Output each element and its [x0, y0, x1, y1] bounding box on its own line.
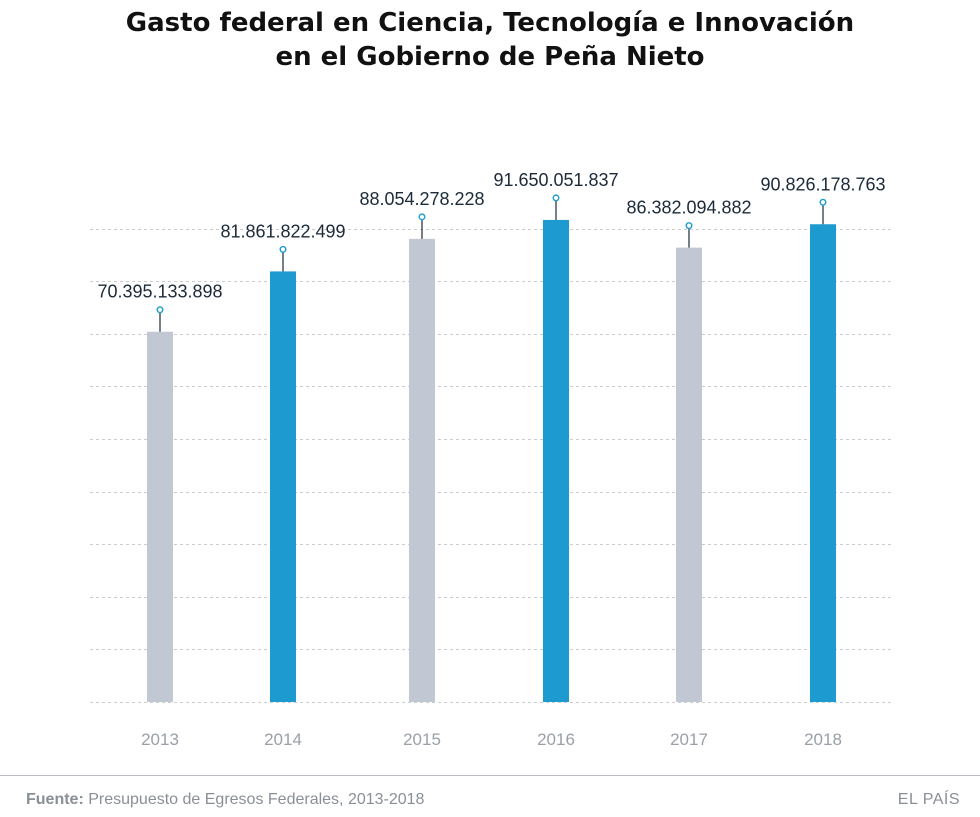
x-tick-label: 2013: [141, 730, 179, 749]
value-label: 81.861.822.499: [220, 221, 345, 241]
x-tick-label: 2016: [537, 730, 575, 749]
leader-dot: [156, 306, 164, 314]
bar-2013: [147, 331, 173, 702]
x-tick-label: 2014: [264, 730, 302, 749]
leader-dot: [819, 198, 827, 206]
x-tick-label: 2018: [804, 730, 842, 749]
bar-2015: [409, 238, 435, 702]
value-label: 88.054.278.228: [359, 189, 484, 209]
source-text: Presupuesto de Egresos Federales, 2013-2…: [88, 791, 425, 808]
bar-2017: [676, 247, 702, 702]
grid-lines: [90, 229, 892, 703]
source-note: Fuente: Presupuesto de Egresos Federales…: [26, 791, 424, 809]
value-label: 91.650.051.837: [493, 170, 618, 190]
footer-divider: [0, 775, 980, 776]
bar-2014: [270, 271, 296, 702]
bar-2016: [543, 219, 569, 703]
brand-logo-text: EL PAÍS: [897, 791, 960, 808]
leader-dot: [552, 194, 560, 202]
value-label: 70.395.133.898: [97, 282, 222, 302]
value-label: 90.826.178.763: [760, 174, 885, 194]
x-tick-label: 2017: [670, 730, 708, 749]
bar-2018: [810, 224, 836, 702]
leader-dot: [685, 222, 693, 230]
chart-title: Gasto federal en Ciencia, Tecnología e I…: [0, 6, 980, 74]
chart-title-line-1: Gasto federal en Ciencia, Tecnología e I…: [125, 8, 855, 38]
x-tick-label: 2015: [403, 730, 441, 749]
chart-title-line-2: en el Gobierno de Peña Nieto: [275, 42, 705, 72]
leader-dot: [418, 213, 426, 221]
leader-dot: [279, 245, 287, 253]
value-label: 86.382.094.882: [626, 198, 751, 218]
source-label: Fuente:: [26, 791, 84, 808]
